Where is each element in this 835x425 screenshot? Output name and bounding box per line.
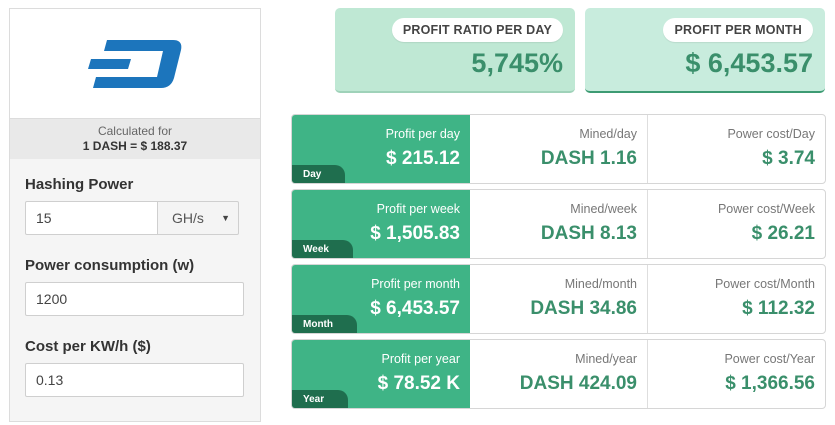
power-cost-value: $ 1,366.56: [725, 373, 815, 394]
power-cost-label: Power cost/Year: [724, 352, 815, 366]
dash-logo: [88, 39, 182, 88]
mined-value: DASH 1.16: [540, 148, 637, 169]
power-cost-value: $ 26.21: [751, 223, 815, 244]
profit-value: $ 6,453.57: [370, 298, 460, 319]
mined-label: Mined/month: [564, 277, 637, 291]
result-row-day: Profit per day $ 215.12 Day Mined/day DA…: [291, 114, 826, 184]
results-table: Profit per day $ 215.12 Day Mined/day DA…: [291, 114, 826, 414]
cost-per-kwh-row: [25, 363, 244, 397]
power-cost-label: Power cost/Day: [727, 127, 815, 141]
power-consumption-row: [25, 282, 244, 316]
result-row-year: Profit per year $ 78.52 K Year Mined/yea…: [291, 339, 826, 409]
mined-cell: Mined/week DASH 8.13: [470, 190, 648, 258]
power-cost-label: Power cost/Month: [714, 277, 815, 291]
mined-label: Mined/year: [575, 352, 637, 366]
profit-cell: Profit per day $ 215.12 Day: [292, 115, 470, 183]
profit-label: Profit per day: [385, 127, 460, 141]
caret-down-icon: ▼: [221, 213, 230, 223]
logo-box: [10, 9, 260, 119]
power-cost-cell: Power cost/Year $ 1,366.56: [648, 340, 825, 408]
power-cost-value: $ 3.74: [762, 148, 815, 169]
result-row-week: Profit per week $ 1,505.83 Week Mined/we…: [291, 189, 826, 259]
profit-cell: Profit per week $ 1,505.83 Week: [292, 190, 470, 258]
exchange-rate: 1 DASH = $ 188.37: [82, 139, 188, 153]
power-consumption-input[interactable]: [25, 282, 244, 316]
profit-label: Profit per week: [376, 202, 460, 216]
profit-month-label: PROFIT PER MONTH: [663, 18, 813, 42]
mined-cell: Mined/year DASH 424.09: [470, 340, 648, 408]
calculator-form: Hashing Power GH/s ▼ Power consumption (…: [10, 159, 260, 397]
hashing-power-label: Hashing Power: [25, 176, 134, 193]
result-row-month: Profit per month $ 6,453.57 Month Mined/…: [291, 264, 826, 334]
calculator-panel: Calculated for 1 DASH = $ 188.37 Hashing…: [9, 8, 261, 422]
power-cost-cell: Power cost/Month $ 112.32: [648, 265, 825, 333]
mined-value: DASH 424.09: [519, 373, 637, 394]
exchange-rate-box: Calculated for 1 DASH = $ 188.37: [10, 119, 260, 159]
mined-value: DASH 8.13: [540, 223, 637, 244]
hashing-unit-select[interactable]: GH/s ▼: [158, 201, 239, 235]
cost-per-kwh-label: Cost per KW/h ($): [25, 338, 151, 355]
mined-cell: Mined/day DASH 1.16: [470, 115, 648, 183]
hashing-unit-value: GH/s: [172, 210, 204, 226]
power-cost-value: $ 112.32: [742, 298, 815, 319]
power-cost-cell: Power cost/Day $ 3.74: [648, 115, 825, 183]
mined-cell: Mined/month DASH 34.86: [470, 265, 648, 333]
hashing-power-input[interactable]: [25, 201, 158, 235]
profit-month-card: PROFIT PER MONTH $ 6,453.57: [585, 8, 825, 93]
cost-per-kwh-input[interactable]: [25, 363, 244, 397]
mined-label: Mined/week: [570, 202, 637, 216]
power-consumption-label: Power consumption (w): [25, 257, 195, 274]
profit-label: Profit per month: [371, 277, 460, 291]
profit-value: $ 78.52 K: [377, 373, 460, 394]
hashing-power-row: GH/s ▼: [25, 201, 244, 235]
power-cost-label: Power cost/Week: [717, 202, 815, 216]
profit-ratio-value: 5,745%: [471, 48, 563, 78]
mined-label: Mined/day: [579, 127, 637, 141]
period-tag: Year: [292, 390, 349, 408]
power-cost-cell: Power cost/Week $ 26.21: [648, 190, 825, 258]
profit-value: $ 1,505.83: [370, 223, 460, 244]
profit-cell: Profit per year $ 78.52 K Year: [292, 340, 470, 408]
calculated-for-label: Calculated for: [97, 124, 173, 138]
period-tag: Day: [292, 165, 346, 183]
profit-ratio-card: PROFIT RATIO PER DAY 5,745%: [335, 8, 575, 93]
profit-cell: Profit per month $ 6,453.57 Month: [292, 265, 470, 333]
profit-value: $ 215.12: [386, 148, 460, 169]
period-tag: Month: [292, 315, 357, 333]
mined-value: DASH 34.86: [530, 298, 637, 319]
profit-ratio-label: PROFIT RATIO PER DAY: [391, 18, 563, 42]
period-tag: Week: [292, 240, 353, 258]
profit-month-value: $ 6,453.57: [685, 48, 813, 78]
profit-label: Profit per year: [381, 352, 460, 366]
